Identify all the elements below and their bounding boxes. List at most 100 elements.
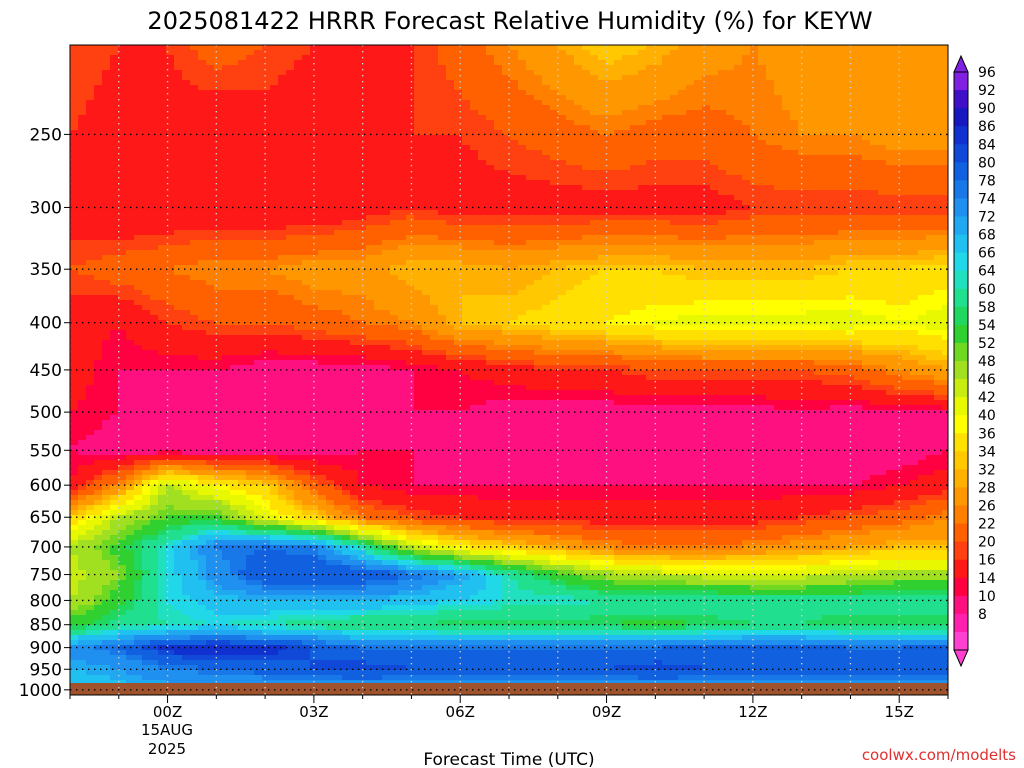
heatmap-cell [198, 175, 207, 181]
heatmap-cell [662, 90, 671, 96]
heatmap-cell [494, 260, 503, 266]
heatmap-cell [422, 195, 431, 201]
heatmap-cell [414, 165, 423, 171]
heatmap-cell [454, 245, 463, 251]
heatmap-cell [574, 185, 583, 191]
heatmap-cell [254, 85, 263, 91]
heatmap-cell [830, 150, 839, 156]
heatmap-cell [862, 180, 871, 186]
heatmap-cell [214, 100, 223, 106]
heatmap-cell [126, 195, 135, 201]
heatmap-cell [798, 245, 807, 251]
heatmap-cell [662, 220, 671, 226]
heatmap-cell [718, 155, 727, 161]
heatmap-cell [590, 170, 599, 176]
heatmap-cell [94, 245, 103, 251]
heatmap-cell [462, 255, 471, 261]
heatmap-cell [294, 55, 303, 61]
heatmap-cell [102, 75, 111, 81]
heatmap-cell [454, 260, 463, 266]
heatmap-cell [446, 90, 455, 96]
heatmap-cell [622, 65, 631, 71]
heatmap-cell [566, 140, 575, 146]
heatmap-cell [262, 195, 271, 201]
heatmap-cell [342, 240, 351, 246]
heatmap-cell [494, 250, 503, 256]
heatmap-cell [350, 85, 359, 91]
heatmap-cell [926, 140, 935, 146]
heatmap-cell [262, 250, 271, 256]
heatmap-cell [558, 215, 567, 221]
heatmap-cell [262, 270, 271, 276]
heatmap-cell [782, 80, 791, 86]
heatmap-cell [702, 245, 711, 251]
heatmap-cell [374, 245, 383, 251]
heatmap-cell [206, 160, 215, 166]
heatmap-cell [766, 170, 775, 176]
heatmap-cell [646, 175, 655, 181]
heatmap-cell [694, 45, 703, 51]
heatmap-cell [294, 75, 303, 81]
heatmap-cell [918, 160, 927, 166]
heatmap-cell [774, 95, 783, 101]
heatmap-cell [446, 135, 455, 141]
heatmap-cell [614, 65, 623, 71]
heatmap-cell [478, 230, 487, 236]
heatmap-cell [294, 195, 303, 201]
heatmap-cell [510, 265, 519, 271]
heatmap-cell [190, 230, 199, 236]
heatmap-cell [366, 70, 375, 76]
heatmap-cell [422, 135, 431, 141]
heatmap-cell [374, 220, 383, 226]
heatmap-cell [366, 130, 375, 136]
heatmap-cell [190, 80, 199, 86]
heatmap-cell [102, 185, 111, 191]
heatmap-cell [158, 270, 167, 276]
heatmap-cell [542, 240, 551, 246]
heatmap-cell [414, 210, 423, 216]
heatmap-cell [126, 120, 135, 126]
heatmap-cell [262, 80, 271, 86]
heatmap-cell [598, 50, 607, 56]
heatmap-cell [846, 215, 855, 221]
heatmap-cell [750, 70, 759, 76]
heatmap-cell [726, 110, 735, 116]
heatmap-cell [742, 175, 751, 181]
heatmap-cell [310, 160, 319, 166]
heatmap-cell [150, 260, 159, 266]
heatmap-cell [486, 180, 495, 186]
heatmap-cell [358, 50, 367, 56]
heatmap-cell [270, 250, 279, 256]
heatmap-cell [238, 225, 247, 231]
heatmap-cell [558, 60, 567, 66]
heatmap-cell [326, 155, 335, 161]
heatmap-cell [766, 145, 775, 151]
heatmap-cell [678, 70, 687, 76]
heatmap-cell [342, 100, 351, 106]
heatmap-cell [70, 190, 79, 196]
heatmap-cell [246, 105, 255, 111]
heatmap-cell [630, 90, 639, 96]
heatmap-cell [214, 155, 223, 161]
heatmap-cell [542, 230, 551, 236]
heatmap-cell [654, 225, 663, 231]
heatmap-cell [790, 125, 799, 131]
heatmap-cell [70, 145, 79, 151]
heatmap-cell [494, 220, 503, 226]
heatmap-cell [358, 210, 367, 216]
heatmap-cell [270, 80, 279, 86]
heatmap-cell [566, 190, 575, 196]
heatmap-cell [798, 75, 807, 81]
heatmap-cell [710, 180, 719, 186]
heatmap-cell [742, 140, 751, 146]
heatmap-cell [910, 135, 919, 141]
heatmap-cell [638, 60, 647, 66]
heatmap-cell [182, 155, 191, 161]
heatmap-cell [582, 60, 591, 66]
heatmap-cell [286, 200, 295, 206]
heatmap-cell [206, 180, 215, 186]
heatmap-cell [734, 190, 743, 196]
heatmap-cell [742, 265, 751, 271]
heatmap-cell [398, 75, 407, 81]
heatmap-cell [726, 220, 735, 226]
